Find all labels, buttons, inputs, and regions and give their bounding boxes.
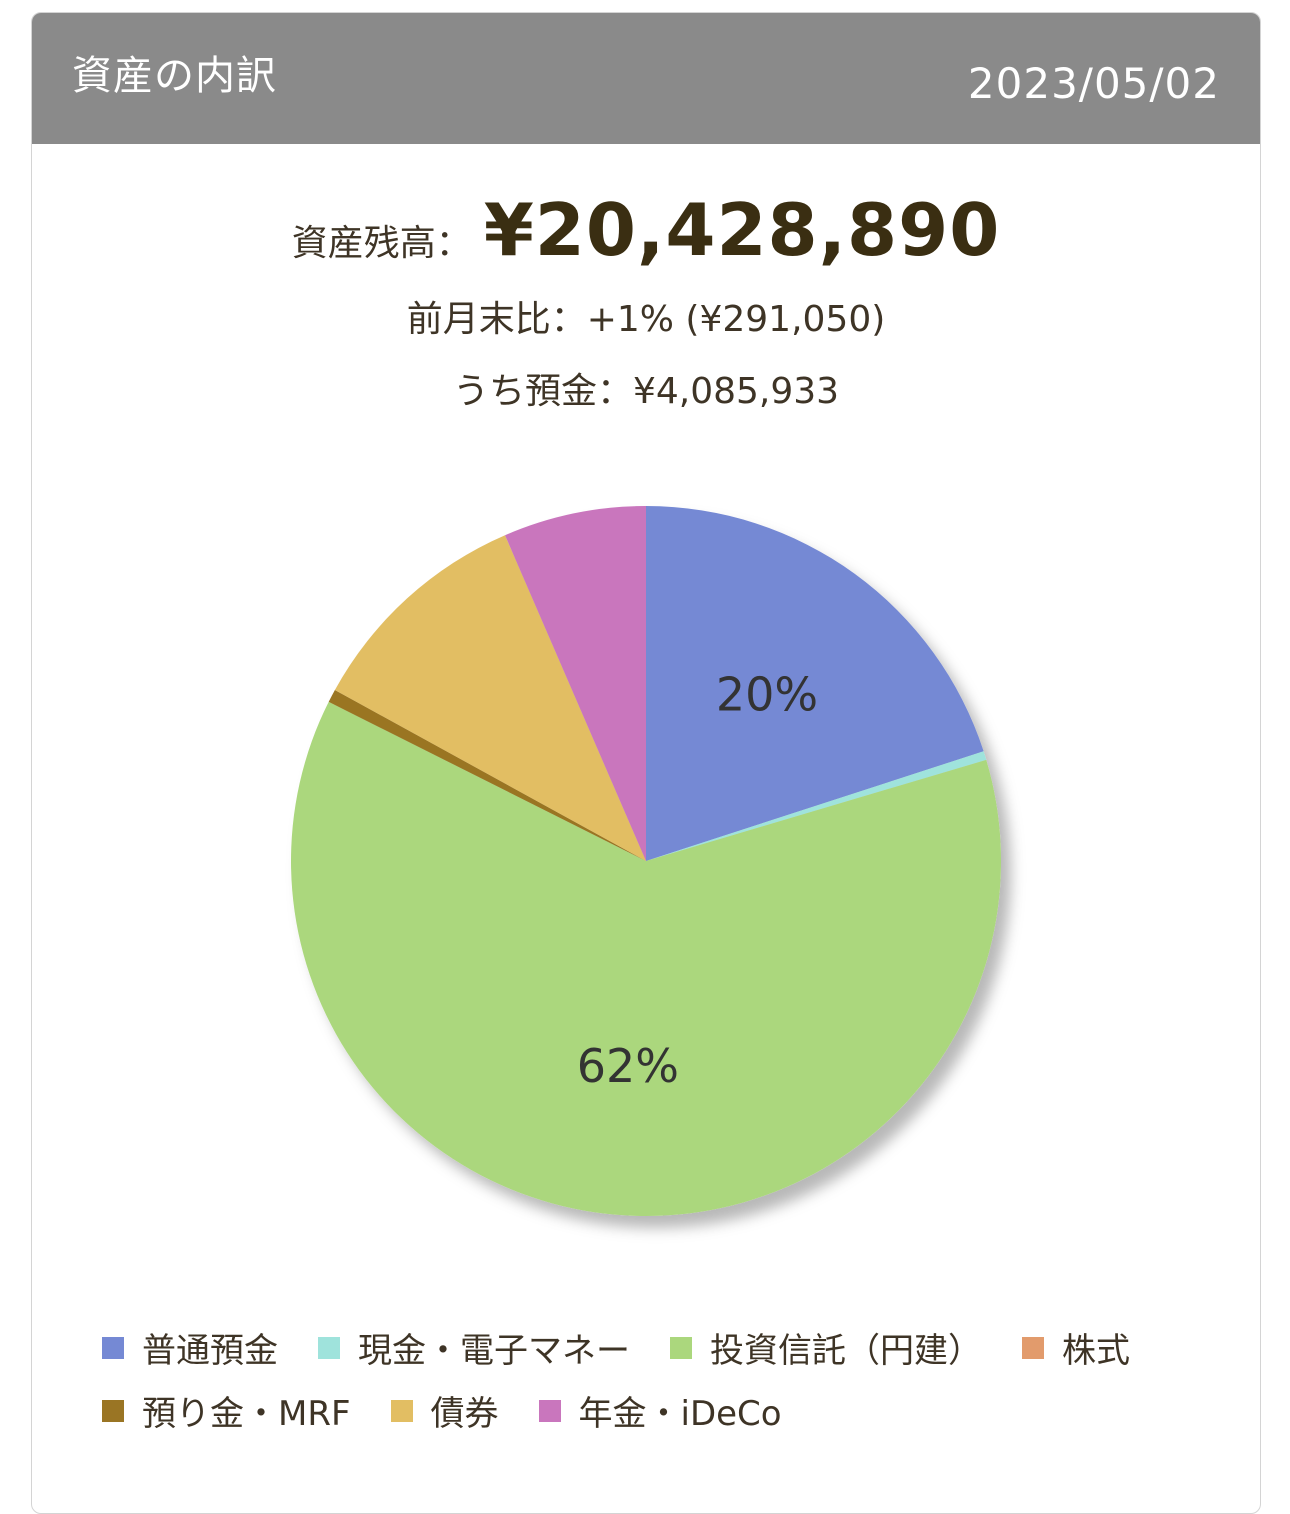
month-change-line: 前月末比：+1% (¥291,050) bbox=[406, 299, 886, 340]
pie-slice-label: 62% bbox=[577, 1039, 679, 1093]
asset-breakdown-card: 資産の内訳 2023/05/02 資産残高： ¥20,428,890 前月末比：… bbox=[31, 12, 1261, 1514]
pie-slice bbox=[646, 751, 987, 861]
legend-swatch bbox=[670, 1336, 692, 1359]
legend-item: 普通預金 bbox=[102, 1323, 278, 1372]
legend-label: 株式 bbox=[1062, 1331, 1130, 1371]
pie-chart-svg: 20% 62% bbox=[291, 506, 1002, 1216]
pie-chart: 20% 62% bbox=[32, 473, 1260, 1273]
pie-slice bbox=[334, 535, 646, 861]
legend-label: 年金・iDeCo bbox=[578, 1394, 782, 1434]
asset-summary: 資産残高： ¥20,428,890 前月末比：+1% (¥291,050) うち… bbox=[32, 188, 1260, 414]
legend-label: 現金・電子マネー bbox=[358, 1331, 630, 1371]
card-header: 資産の内訳 2023/05/02 bbox=[32, 13, 1260, 144]
legend-item: 年金・iDeCo bbox=[538, 1386, 782, 1435]
pie-slice bbox=[505, 506, 646, 861]
legend-item: 債券 bbox=[390, 1386, 499, 1435]
legend-label: 債券 bbox=[430, 1394, 499, 1434]
pie-labels: 20% 62% bbox=[577, 667, 818, 1093]
legend-swatch bbox=[390, 1399, 413, 1422]
legend-item: 投資信託（円建） bbox=[670, 1323, 982, 1372]
deposit-line: うち預金：¥4,085,933 bbox=[452, 371, 840, 412]
report-date: 2023/05/02 bbox=[967, 59, 1220, 108]
legend-swatch bbox=[102, 1336, 124, 1359]
card-title: 資産の内訳 bbox=[72, 52, 277, 99]
pie-slices bbox=[291, 506, 1002, 1216]
pie-slice bbox=[328, 689, 646, 861]
legend-swatch bbox=[102, 1399, 124, 1422]
legend-label: 投資信託（円建） bbox=[710, 1331, 982, 1371]
total-assets-label: 資産残高： bbox=[291, 223, 472, 264]
legend-swatch bbox=[318, 1336, 340, 1359]
legend-item: 預り金・MRF bbox=[102, 1386, 351, 1435]
total-assets-value: ¥20,428,890 bbox=[483, 188, 1001, 272]
legend-item: 現金・電子マネー bbox=[318, 1323, 630, 1372]
legend-label: 預り金・MRF bbox=[142, 1394, 351, 1434]
legend-swatch bbox=[1022, 1336, 1044, 1359]
pie-slice-label: 20% bbox=[716, 667, 818, 721]
total-assets-line: 資産残高： ¥20,428,890 bbox=[32, 188, 1260, 272]
legend-label: 普通預金 bbox=[142, 1331, 278, 1371]
pie-slice bbox=[646, 506, 984, 861]
legend-item: 株式 bbox=[1022, 1323, 1130, 1372]
chart-legend: 普通預金 現金・電子マネー 投資信託（円建） 株式預り金・MRF 債券 年金・iDeCo bbox=[102, 1323, 1222, 1435]
legend-swatch bbox=[538, 1399, 561, 1422]
pie-slice bbox=[291, 701, 1002, 1216]
